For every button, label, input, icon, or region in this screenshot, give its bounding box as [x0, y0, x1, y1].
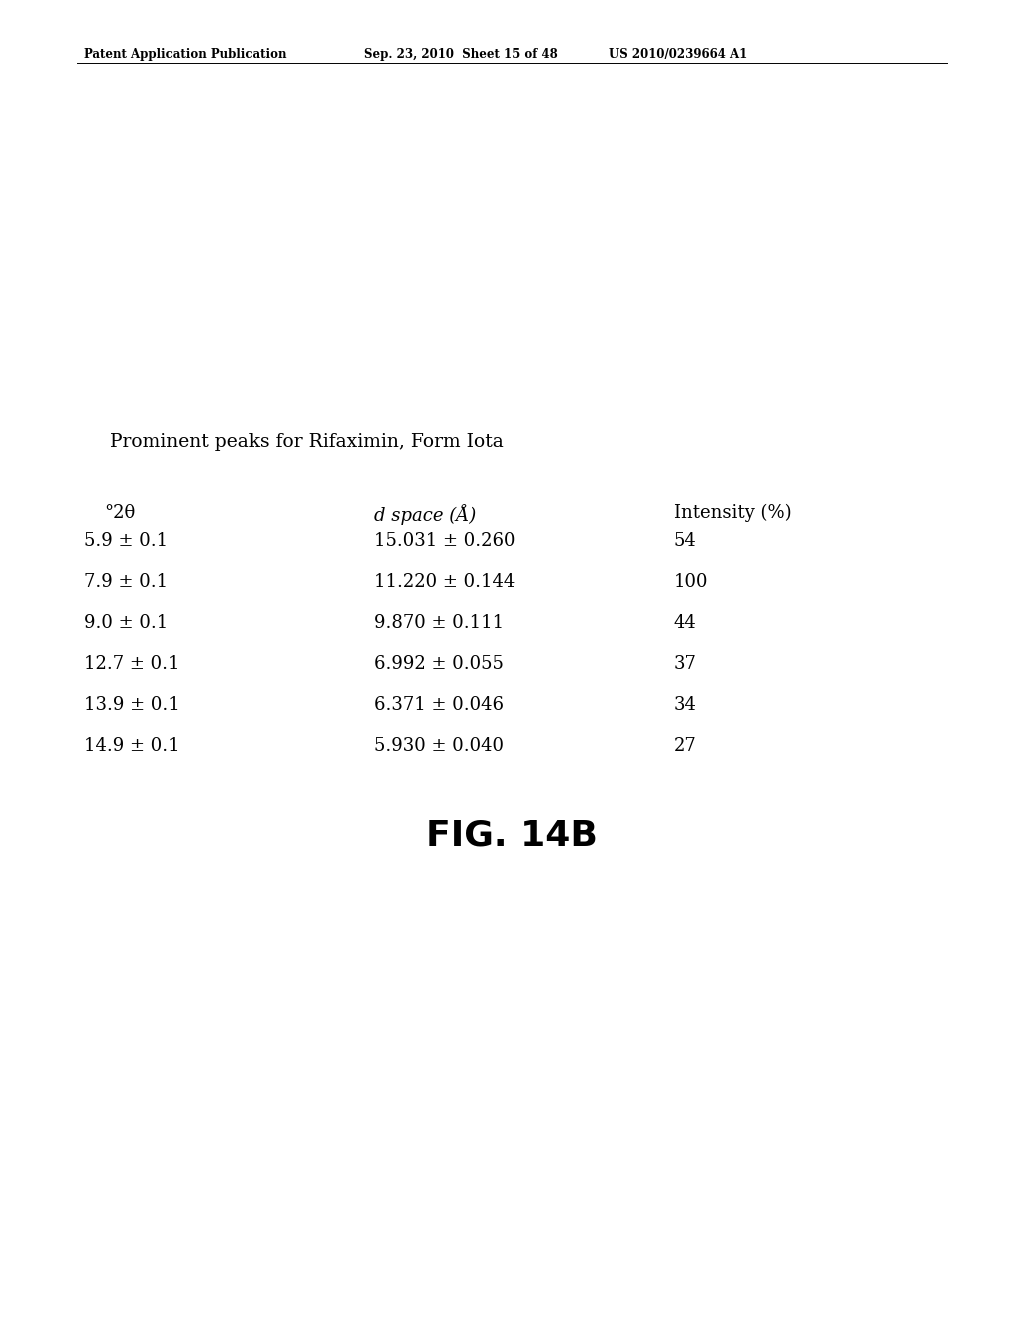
Text: °2θ: °2θ — [104, 504, 136, 523]
Text: 34: 34 — [674, 696, 696, 714]
Text: 100: 100 — [674, 573, 709, 591]
Text: 9.0 ± 0.1: 9.0 ± 0.1 — [84, 614, 168, 632]
Text: 5.930 ± 0.040: 5.930 ± 0.040 — [374, 737, 504, 755]
Text: 9.870 ± 0.111: 9.870 ± 0.111 — [374, 614, 504, 632]
Text: 12.7 ± 0.1: 12.7 ± 0.1 — [84, 655, 179, 673]
Text: 7.9 ± 0.1: 7.9 ± 0.1 — [84, 573, 168, 591]
Text: 15.031 ± 0.260: 15.031 ± 0.260 — [374, 532, 515, 550]
Text: US 2010/0239664 A1: US 2010/0239664 A1 — [609, 49, 748, 61]
Text: 5.9 ± 0.1: 5.9 ± 0.1 — [84, 532, 168, 550]
Text: 11.220 ± 0.144: 11.220 ± 0.144 — [374, 573, 515, 591]
Text: Sep. 23, 2010  Sheet 15 of 48: Sep. 23, 2010 Sheet 15 of 48 — [364, 49, 557, 61]
Text: 54: 54 — [674, 532, 696, 550]
Text: 14.9 ± 0.1: 14.9 ± 0.1 — [84, 737, 179, 755]
Text: 44: 44 — [674, 614, 696, 632]
Text: FIG. 14B: FIG. 14B — [426, 818, 598, 853]
Text: 37: 37 — [674, 655, 696, 673]
Text: 6.371 ± 0.046: 6.371 ± 0.046 — [374, 696, 504, 714]
Text: 6.992 ± 0.055: 6.992 ± 0.055 — [374, 655, 504, 673]
Text: 13.9 ± 0.1: 13.9 ± 0.1 — [84, 696, 180, 714]
Text: Prominent peaks for Rifaximin, Form Iota: Prominent peaks for Rifaximin, Form Iota — [110, 433, 504, 451]
Text: Patent Application Publication: Patent Application Publication — [84, 49, 287, 61]
Text: d space (Å): d space (Å) — [374, 504, 476, 525]
Text: 27: 27 — [674, 737, 696, 755]
Text: Intensity (%): Intensity (%) — [674, 504, 792, 523]
